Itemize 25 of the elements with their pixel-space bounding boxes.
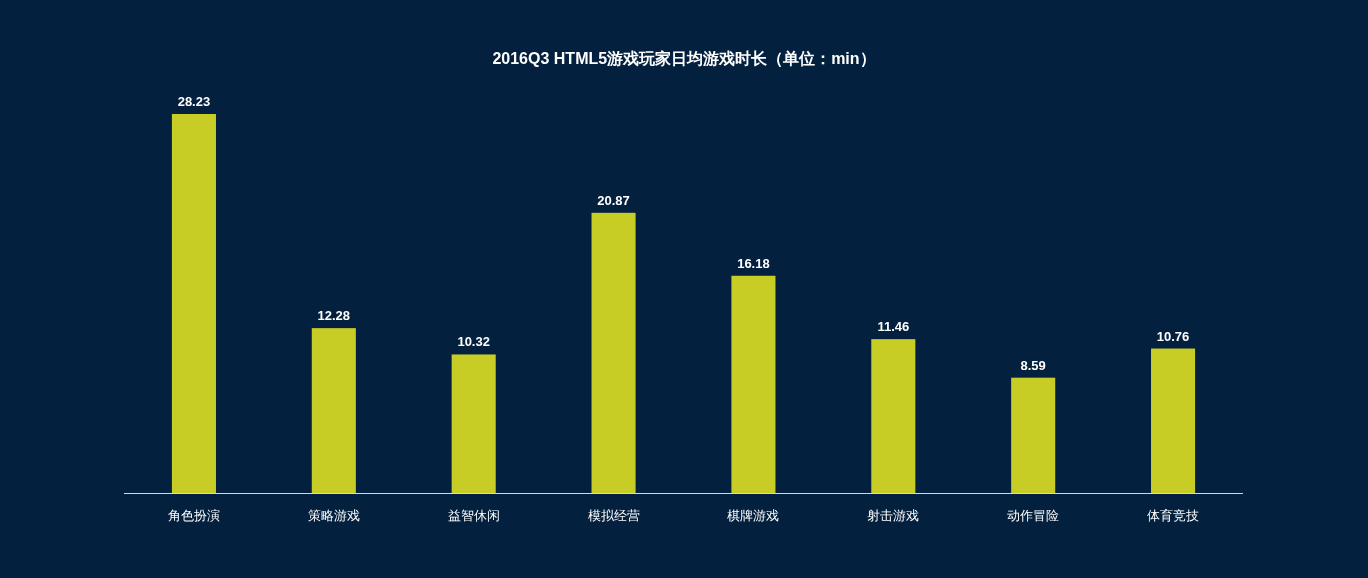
bar xyxy=(591,212,636,493)
bar xyxy=(1151,348,1196,493)
x-tick-label: 体育竞技 xyxy=(1147,508,1200,523)
bar xyxy=(171,114,216,493)
data-label: 28.23 xyxy=(177,94,211,109)
data-label: 8.59 xyxy=(1020,357,1046,373)
x-tick-label: 角色扮演 xyxy=(167,508,220,523)
data-label: 11.46 xyxy=(877,319,910,335)
x-tick-label: 棋牌游戏 xyxy=(727,508,780,523)
bar xyxy=(311,328,356,493)
x-tick-label: 动作冒险 xyxy=(1007,508,1060,523)
x-tick-label: 模拟经营 xyxy=(587,508,640,523)
data-label: 16.18 xyxy=(737,255,770,271)
bar xyxy=(871,339,916,493)
bar xyxy=(731,275,776,493)
x-tick-label: 射击游戏 xyxy=(867,508,920,523)
chart-title: 2016Q3 HTML5游戏玩家日均游戏时长（单位：min） xyxy=(492,49,876,68)
data-label: 12.28 xyxy=(317,308,351,324)
data-label: 10.76 xyxy=(1156,328,1190,344)
x-tick-label: 益智休闲 xyxy=(447,508,500,523)
data-label: 10.32 xyxy=(457,334,490,350)
bar xyxy=(451,354,496,493)
data-label: 20.87 xyxy=(597,192,630,208)
x-tick-label: 策略游戏 xyxy=(307,508,360,523)
bar xyxy=(1011,377,1056,493)
